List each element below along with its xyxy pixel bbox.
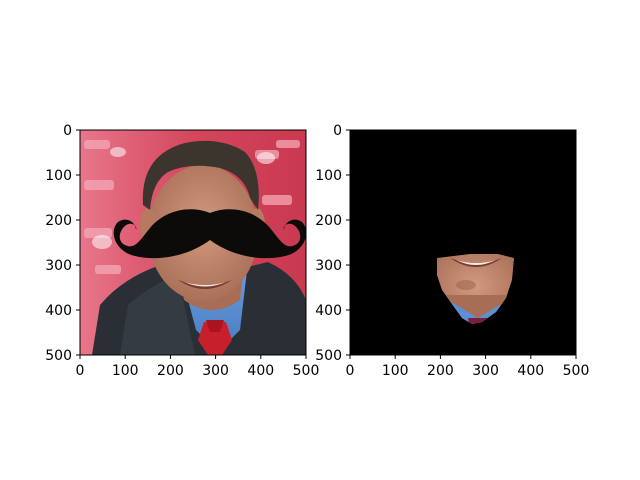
right-y-tick-label: 500: [315, 348, 342, 364]
left-x-tick-label: 300: [202, 363, 229, 379]
left-x-tick-label: 0: [76, 363, 85, 379]
right-y-tick-label: 0: [333, 123, 342, 139]
mustache-overlay: [113, 209, 306, 259]
left-y-tick-label: 200: [45, 213, 72, 229]
right-y-tick-label: 100: [315, 168, 342, 184]
right-photo: [350, 130, 576, 355]
left-axes-frame: [79, 129, 307, 356]
left-x-tick-label: 500: [293, 363, 320, 379]
left-y-tick-label: 300: [45, 258, 72, 274]
left-y-tick-label: 400: [45, 303, 72, 319]
left-x-tick-label: 100: [112, 363, 139, 379]
left-y-tick-label: 100: [45, 168, 72, 184]
left-y-tick-label: 500: [45, 348, 72, 364]
right-y-tick-label: 400: [315, 303, 342, 319]
left-y-tick-label: 0: [63, 123, 72, 139]
left-x-tick-label: 400: [247, 363, 274, 379]
right-x-tick-label: 0: [346, 363, 355, 379]
right-x-tick-label: 300: [472, 363, 499, 379]
right-x-tick-label: 200: [427, 363, 454, 379]
right-x-tick-label: 500: [563, 363, 590, 379]
right-axes-frame: [349, 129, 577, 356]
right-y-tick-label: 200: [315, 213, 342, 229]
right-x-tick-label: 100: [382, 363, 409, 379]
left-x-tick-label: 200: [157, 363, 184, 379]
right-x-tick-label: 400: [517, 363, 544, 379]
right-y-tick-label: 300: [315, 258, 342, 274]
left-photo: [80, 130, 306, 355]
